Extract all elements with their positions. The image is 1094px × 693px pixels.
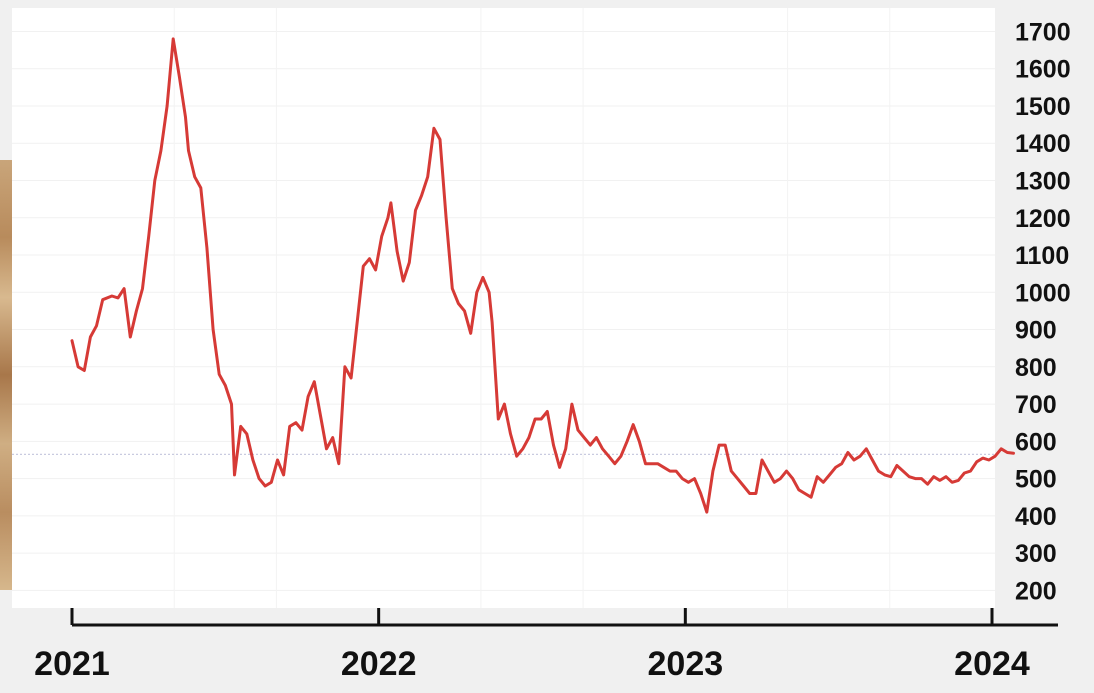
- x-tick-label: 2022: [341, 645, 417, 683]
- y-tick-label: 300: [1015, 540, 1057, 568]
- x-axis-ticks: 2021 2022 2023 2024: [34, 608, 1030, 683]
- y-tick-label: 800: [1015, 354, 1057, 382]
- plot-panel: [12, 8, 995, 608]
- y-tick-label: 400: [1015, 503, 1057, 531]
- x-tick-label: 2024: [954, 645, 1030, 683]
- y-tick-label: 500: [1015, 466, 1057, 494]
- y-tick-label: 1100: [1015, 242, 1069, 270]
- y-axis-ticks: 200 300 400 500 600 700 800 900 1000 1100 1200 1300…: [1015, 18, 1071, 605]
- series-line: [70, 37, 1015, 514]
- y-tick-label: 1500: [1015, 93, 1071, 121]
- x-tick-label: 2021: [34, 645, 110, 683]
- y-tick-label: 1300: [1015, 167, 1071, 195]
- background-photo-strip: [0, 160, 12, 590]
- y-tick-label: 200: [1015, 577, 1057, 605]
- grid-lines: [12, 8, 995, 608]
- y-tick-label: 1700: [1015, 18, 1071, 46]
- y-tick-label: 900: [1015, 317, 1057, 345]
- y-tick-label: 1600: [1015, 56, 1071, 84]
- y-tick-label: 1400: [1015, 130, 1071, 158]
- y-tick-label: 1200: [1015, 205, 1071, 233]
- x-tick-label: 2023: [648, 645, 724, 683]
- y-tick-label: 1000: [1015, 279, 1071, 307]
- y-tick-label: 600: [1015, 428, 1057, 456]
- y-tick-label: 700: [1015, 391, 1057, 419]
